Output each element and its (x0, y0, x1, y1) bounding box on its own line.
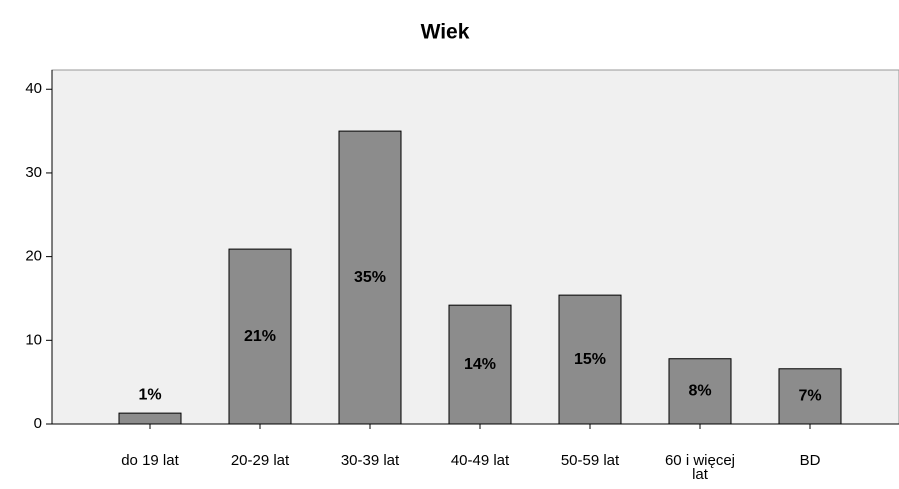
bar (558, 294, 622, 425)
y-tick-label: 10 (25, 331, 42, 348)
value-label: 35% (354, 269, 386, 286)
value-label: 21% (244, 328, 276, 345)
x-tick-label: do 19 lat (121, 452, 179, 469)
bar (668, 358, 732, 425)
y-tick-label: 30 (25, 164, 42, 181)
x-tick-label: 40-49 lat (450, 452, 510, 469)
chart-title: Wiek (421, 21, 470, 44)
value-label: 14% (464, 356, 496, 373)
y-tick-label: 40 (25, 80, 42, 97)
bar (448, 304, 512, 425)
x-tick-label: 50-59 lat (560, 452, 620, 469)
bar (118, 412, 182, 425)
value-label: 7% (798, 388, 821, 405)
value-label: 8% (688, 383, 711, 400)
x-tick-label: BD (799, 452, 821, 469)
bar (338, 130, 402, 425)
y-tick-label: 20 (25, 248, 42, 265)
bar (228, 248, 292, 425)
value-label: 15% (574, 351, 606, 368)
x-tick-label: 60 i więcej lat (664, 452, 736, 483)
y-tick-label: 0 (34, 415, 42, 432)
bar (778, 368, 842, 425)
value-label: 1% (138, 386, 161, 403)
x-tick-label: 20-29 lat (230, 452, 290, 469)
x-tick-label: 30-39 lat (340, 452, 400, 469)
